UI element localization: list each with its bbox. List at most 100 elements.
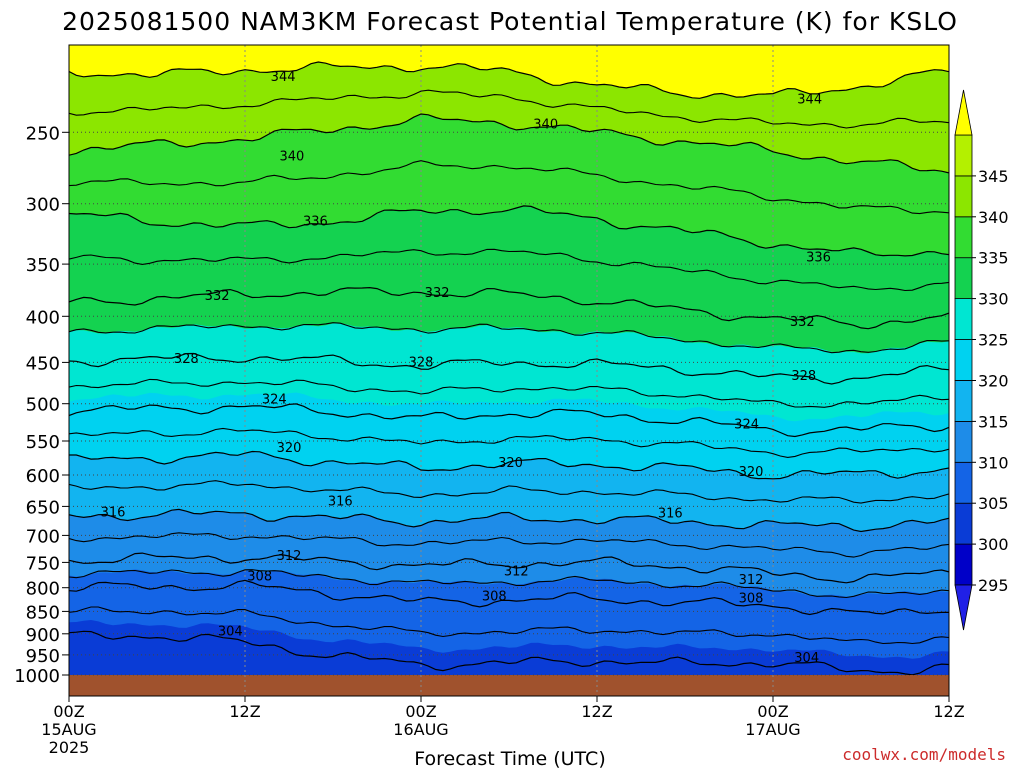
- contour-label-text: 304: [218, 625, 243, 640]
- contour-label: 332: [790, 315, 815, 330]
- contour-label: 320: [739, 465, 764, 480]
- contour-320: [69, 450, 949, 480]
- contour-306: [69, 606, 949, 645]
- contour-label-text: 308: [739, 591, 764, 606]
- contour-326: [69, 378, 949, 408]
- contour-label: 312: [504, 565, 529, 580]
- colorbar-segment: [954, 380, 973, 422]
- x-tick-label: 00Z: [53, 702, 84, 721]
- contour-label-text: 316: [101, 505, 126, 520]
- contour-label-text: 312: [277, 549, 302, 564]
- contour-label-text: 328: [409, 355, 434, 370]
- colorbar-tick-label: 345: [978, 167, 1009, 186]
- contour-label: 308: [247, 570, 272, 585]
- contour-340: [69, 113, 949, 174]
- contour-314: [69, 532, 949, 558]
- contour-312: [69, 552, 949, 584]
- contour-labels: 344 344 340 340 336 336 332 332 332 328 328 328 324 3…: [101, 70, 831, 666]
- y-tick-label: 350: [26, 255, 60, 276]
- x-date-label: 15AUG: [41, 720, 96, 739]
- x-date-label: 17AUG: [745, 720, 800, 739]
- colorbar-segment: [954, 134, 973, 177]
- contour-label: 344: [797, 93, 822, 108]
- y-tick-label: 1000: [14, 666, 60, 687]
- fill-split-315: [69, 521, 949, 583]
- contour-322: [69, 427, 949, 458]
- y-tick-label: 700: [26, 526, 60, 547]
- color-fill-bands: [69, 45, 949, 675]
- y-tick-label: 900: [26, 625, 60, 646]
- contour-342: [69, 89, 949, 129]
- fill-band-0: [69, 45, 949, 99]
- colorbar-segment: [954, 420, 973, 463]
- contour-336: [69, 205, 949, 257]
- fill-band-2: [69, 114, 949, 256]
- contour-332: [69, 286, 949, 330]
- contour-label: 340: [533, 117, 558, 132]
- contour-label: 328: [174, 352, 199, 367]
- contour-label: 308: [739, 591, 764, 606]
- contour-label-text: 316: [658, 507, 683, 522]
- plot-area: 344 344 340 340 336 336 332 332 332 328 328 328 324 3…: [68, 44, 950, 697]
- contour-318: [69, 480, 949, 504]
- colorbar-tick-label: 325: [978, 331, 1009, 350]
- colorbar-tick-label: 295: [978, 576, 1009, 595]
- contour-label: 328: [791, 369, 816, 384]
- contour-label: 340: [279, 150, 304, 165]
- colorbar-segment: [954, 502, 973, 545]
- contour-label: 332: [205, 289, 230, 304]
- contour-label-text: 332: [205, 289, 230, 304]
- colorbar-arrow-high: [954, 89, 973, 136]
- fill-split-335: [69, 227, 949, 329]
- colorbar-segment: [954, 461, 973, 504]
- fill-split-330: [69, 323, 949, 384]
- fill-split-310: [69, 569, 949, 615]
- x-tick-label: 00Z: [757, 702, 788, 721]
- contour-label: 324: [734, 417, 759, 432]
- contour-label: 304: [218, 625, 243, 640]
- y-tick-label: 800: [26, 579, 60, 600]
- x-tick-label: 12Z: [229, 702, 260, 721]
- contour-label-text: 340: [533, 117, 558, 132]
- y-tick-label: 650: [26, 497, 60, 518]
- chart-title: 2025081500 NAM3KM Forecast Potential Tem…: [62, 7, 958, 36]
- fill-band-11: [69, 631, 949, 675]
- contour-label: 336: [806, 250, 831, 265]
- contour-label-text: 336: [806, 250, 831, 265]
- colorbar-segment: [954, 298, 973, 340]
- contour-label: 316: [658, 507, 683, 522]
- credit-link[interactable]: coolwx.com/models: [842, 745, 1006, 764]
- colorbar-tick-label: 315: [978, 412, 1009, 431]
- colorbar-segment: [954, 257, 973, 300]
- contour-label-text: 308: [247, 570, 272, 585]
- contour-label: 312: [277, 549, 302, 564]
- contour-304: [69, 630, 949, 675]
- contour-label: 320: [498, 456, 523, 471]
- contour-label-text: 344: [271, 70, 296, 85]
- colorbar-arrow-low: [954, 584, 973, 631]
- contour-label-text: 316: [328, 495, 353, 510]
- colorbar-tick-label: 305: [978, 494, 1009, 513]
- x-tick-label: 12Z: [933, 702, 964, 721]
- x-tick-label: 12Z: [581, 702, 612, 721]
- contour-label-text: 324: [734, 417, 759, 432]
- contour-330: [69, 322, 949, 354]
- colorbar-tick-label: 330: [978, 290, 1009, 309]
- colorbar-tick-label: 340: [978, 208, 1009, 227]
- contour-label-text: 324: [262, 393, 287, 408]
- contour-310: [69, 569, 949, 599]
- contour-label: 332: [425, 286, 450, 301]
- contour-label: 344: [271, 70, 296, 85]
- fill-split-305: [69, 620, 949, 675]
- contour-label-text: 320: [498, 456, 523, 471]
- colorbar-segment: [954, 339, 973, 381]
- contour-label-text: 328: [174, 352, 199, 367]
- y-tick-label: 250: [26, 123, 60, 144]
- contour-308: [69, 579, 949, 616]
- colorbar: 295 300 305 310 315 320 325 330 335 340 345: [954, 89, 1009, 631]
- x-date-label: 16AUG: [393, 720, 448, 739]
- contour-lines: [69, 61, 949, 675]
- contour-label-text: 344: [797, 93, 822, 108]
- colorbar-tick-label: 335: [978, 249, 1009, 268]
